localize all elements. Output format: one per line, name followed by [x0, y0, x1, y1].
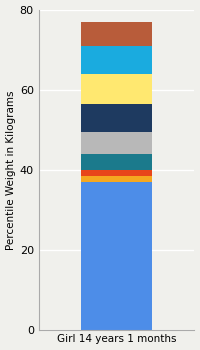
Bar [81, 46, 152, 74]
Bar [81, 170, 152, 176]
Bar [81, 154, 152, 170]
Bar [81, 22, 152, 46]
Bar [81, 132, 152, 154]
Y-axis label: Percentile Weight in Kilograms: Percentile Weight in Kilograms [6, 90, 16, 250]
Bar [81, 104, 152, 132]
Bar [81, 176, 152, 182]
Bar [81, 74, 152, 104]
Bar [81, 182, 152, 330]
